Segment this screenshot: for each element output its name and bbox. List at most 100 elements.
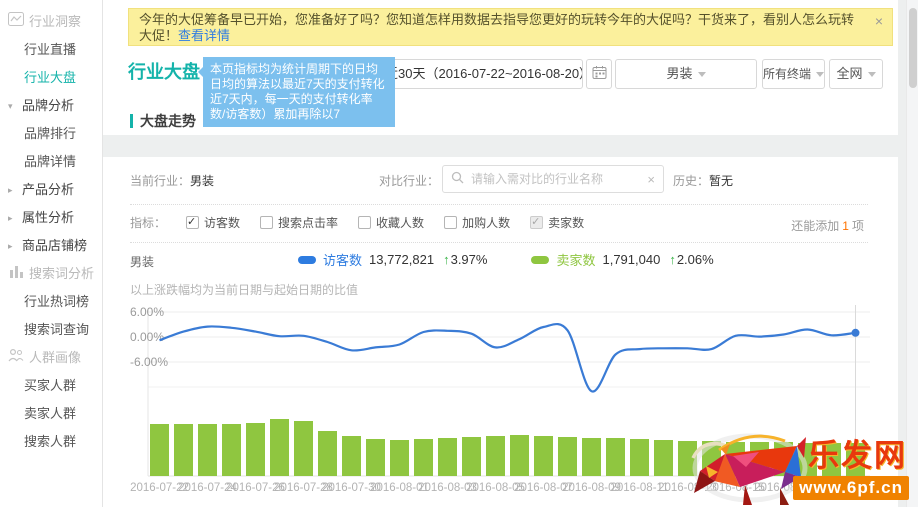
trend-up-icon: ↑ [669, 252, 676, 267]
history-label: 历史： [673, 174, 710, 188]
remaining-metrics-hint: 还能添加 1 项 [791, 219, 864, 233]
chart-bar [558, 437, 577, 476]
chart-bar [654, 440, 673, 476]
x-tick-label: 2016-08-11 [611, 482, 669, 494]
x-tick-label: 2016-08-15 [706, 482, 765, 494]
sidebar-section-label: 搜索词分析 [29, 266, 95, 281]
sidebar-item[interactable]: 行业直播 [24, 42, 77, 57]
sidebar-item[interactable]: 品牌详情 [24, 154, 77, 169]
collapse-arrow-icon[interactable]: ▾ [8, 101, 13, 111]
y-tick-label: 0.00% [130, 330, 164, 344]
metric-label: 卖家数 [548, 216, 585, 230]
chart-bar [342, 436, 361, 476]
chart-bar [486, 436, 505, 476]
legend-pill-icon [298, 255, 316, 264]
chart-bar [246, 423, 265, 476]
legend-series-name: 卖家数 [556, 253, 596, 268]
metric-checkbox-unchecked[interactable]: 加购人数 [444, 214, 510, 231]
metric-label: 加购人数 [462, 216, 511, 230]
compare-industry-input[interactable] [469, 171, 648, 187]
sidebar-item-active[interactable]: 行业大盘 [24, 70, 77, 85]
chart-bar [846, 443, 865, 476]
scope-dropdown-value: 全网 [836, 66, 863, 81]
history-value: 暂无 [709, 174, 734, 188]
checkbox-icon[interactable] [260, 216, 274, 229]
metrics-label: 指标： [130, 216, 167, 230]
chart-bar [462, 437, 481, 476]
metric-checkbox-checked[interactable]: 访客数 [186, 214, 240, 231]
chart-bar [294, 421, 313, 476]
legend-industry: 男装 [130, 255, 155, 269]
metric-checkbox-disabled[interactable]: 卖家数 [530, 214, 584, 231]
scrollbar-thumb[interactable] [909, 8, 917, 88]
x-tick-label: 2016-07-30 [322, 482, 381, 494]
sidebar-section-2[interactable]: ▸ 产品分析 [0, 176, 102, 204]
chart-bar [582, 438, 601, 476]
banner-detail-link[interactable]: 查看详情 [178, 28, 231, 43]
legend-item: 访客数 13,772,821 ↑3.97% [298, 250, 487, 269]
watermark-bull-logo [691, 433, 808, 505]
date-range-selector[interactable]: 近30天（2016-07-22~2016-08-20） [359, 59, 583, 89]
sidebar-section-1[interactable]: ▾ 品牌分析 [0, 92, 102, 120]
metric-checkbox-unchecked[interactable]: 收藏人数 [358, 214, 424, 231]
scope-dropdown[interactable]: 全网 [829, 59, 883, 89]
sidebar-section-label: 产品分析 [22, 182, 75, 197]
sidebar-section-label: 属性分析 [22, 210, 75, 225]
chart-bar [270, 419, 289, 476]
top-panel: 今年的大促筹备早已开始，您准备好了吗？您知道怎样用数据去指导您更好的玩转今年的大… [103, 0, 898, 135]
chart-bar [510, 435, 529, 476]
legend-item: 卖家数 1,791,040 ↑2.06% [531, 250, 714, 269]
sidebar-section-label: 商品店铺榜 [22, 238, 88, 253]
chart-bar [534, 436, 553, 476]
checkbox-icon[interactable] [186, 215, 200, 229]
checkbox-icon[interactable] [444, 216, 458, 229]
sidebar-section-0: 行业洞察 [0, 8, 102, 36]
line-chart-icon [8, 8, 24, 36]
sidebar-item[interactable]: 买家人群 [24, 378, 77, 393]
x-tick-label: 2016-07-22 [130, 482, 189, 494]
expand-arrow-icon[interactable]: ▸ [8, 185, 13, 195]
sidebar-section-4[interactable]: ▸ 商品店铺榜 [0, 232, 102, 260]
metric-label: 收藏人数 [376, 216, 425, 230]
metric-label: 访客数 [204, 216, 241, 230]
bar-chart-icon [8, 260, 24, 288]
x-tick-label: 2016-08-03 [418, 482, 477, 494]
watermark-site-name: 乐发网 [808, 438, 907, 473]
sidebar-item[interactable]: 卖家人群 [24, 406, 77, 421]
chart-bar [630, 439, 649, 476]
metric-checkbox-row: 指标： 访客数 搜索点击率 收藏人数 加购人数 卖家数 [130, 214, 584, 231]
chart-bar [198, 424, 217, 476]
tooltip-line: 日均的算法以最近7天的支付转化 [210, 77, 385, 91]
trend-up-icon: ↑ [443, 252, 450, 267]
chart-line [159, 322, 856, 393]
terminal-dropdown[interactable]: 所有终端 [762, 59, 825, 89]
compare-industry-inputbox[interactable]: × [442, 165, 664, 193]
current-industry-label: 当前行业： [130, 174, 191, 188]
x-tick-label: 2016-07-26 [226, 482, 285, 494]
sidebar-item[interactable]: 搜索人群 [24, 434, 77, 449]
sidebar-section-3[interactable]: ▸ 属性分析 [0, 204, 102, 232]
chart-bar [606, 438, 625, 476]
legend-pill-icon [531, 255, 550, 264]
calendar-button[interactable] [586, 59, 612, 89]
clear-input-icon[interactable]: × [647, 171, 655, 187]
banner-text: 今年的大促筹备早已开始，您准备好了吗？您知道怎样用数据去指导您更好的玩转今年的大… [139, 12, 855, 43]
expand-arrow-icon[interactable]: ▸ [8, 241, 13, 251]
sidebar-item[interactable]: 搜索词查询 [24, 322, 90, 337]
x-tick-label: 2016-08-05 [466, 482, 525, 494]
banner-close-icon[interactable]: × [874, 13, 883, 29]
x-tick-label: 2016-07-24 [178, 482, 237, 494]
tooltip-line: 本页指标均为统计周期下的日均 [210, 62, 379, 76]
date-range-text: 近30天（2016-07-22~2016-08-20） [385, 66, 583, 81]
sidebar-item[interactable]: 品牌排行 [24, 126, 77, 141]
chart-bar [678, 441, 697, 476]
expand-arrow-icon[interactable]: ▸ [8, 213, 13, 223]
legend-series-change: ↑2.06% [669, 252, 713, 267]
scrollbar[interactable] [906, 0, 918, 507]
metric-checkbox-unchecked[interactable]: 搜索点击率 [260, 214, 338, 231]
checkbox-icon[interactable] [358, 216, 372, 229]
checkbox-icon[interactable] [530, 215, 544, 229]
sidebar-item[interactable]: 行业热词榜 [24, 294, 90, 309]
industry-dropdown[interactable]: 男装 [615, 59, 757, 89]
